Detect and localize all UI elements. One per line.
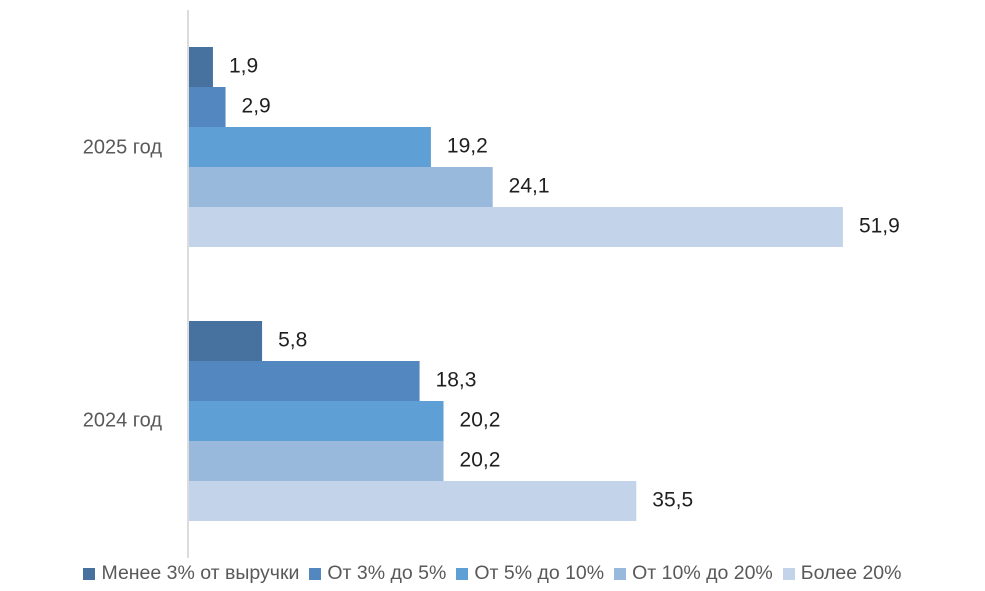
data-label: 5,8 bbox=[278, 329, 307, 352]
bar bbox=[189, 87, 226, 127]
bar bbox=[189, 127, 431, 167]
data-label: 20,2 bbox=[460, 409, 501, 432]
data-label: 35,5 bbox=[652, 489, 693, 512]
data-label: 18,3 bbox=[436, 369, 477, 392]
bar bbox=[189, 441, 444, 481]
legend-label: Более 20% bbox=[800, 562, 902, 584]
legend-item: Более 20% bbox=[782, 562, 902, 585]
category-tick-label: 2025 год bbox=[83, 136, 163, 158]
chart-legend: Менее 3% от выручки От 3% до 5% От 5% до… bbox=[0, 562, 985, 585]
legend-label: От 3% до 5% bbox=[327, 562, 447, 584]
legend-item: От 5% до 10% bbox=[456, 562, 604, 585]
data-label: 51,9 bbox=[859, 215, 900, 238]
bar bbox=[189, 361, 420, 401]
bar bbox=[189, 401, 444, 441]
data-label: 20,2 bbox=[460, 449, 501, 472]
bar bbox=[189, 481, 637, 521]
legend-item: От 10% до 20% bbox=[614, 562, 773, 585]
legend-swatch bbox=[456, 567, 469, 580]
legend-label: От 10% до 20% bbox=[632, 562, 773, 584]
legend-label: Менее 3% от выручки bbox=[101, 562, 300, 584]
legend-item: Менее 3% от выручки bbox=[83, 562, 299, 585]
bar bbox=[189, 47, 213, 87]
legend-swatch bbox=[309, 567, 322, 580]
legend-label: От 5% до 10% bbox=[474, 562, 605, 584]
category-tick-label: 2024 год bbox=[83, 409, 163, 431]
legend-item: От 3% до 5% bbox=[309, 562, 446, 585]
data-label: 1,9 bbox=[229, 55, 258, 78]
legend-swatch bbox=[83, 567, 96, 580]
data-label: 2,9 bbox=[242, 95, 271, 118]
legend-swatch bbox=[614, 567, 627, 580]
bar bbox=[189, 321, 263, 361]
bar bbox=[189, 207, 843, 247]
data-label: 19,2 bbox=[447, 135, 488, 158]
data-label: 24,1 bbox=[509, 175, 550, 198]
legend-swatch bbox=[782, 567, 795, 580]
bar bbox=[189, 167, 493, 207]
